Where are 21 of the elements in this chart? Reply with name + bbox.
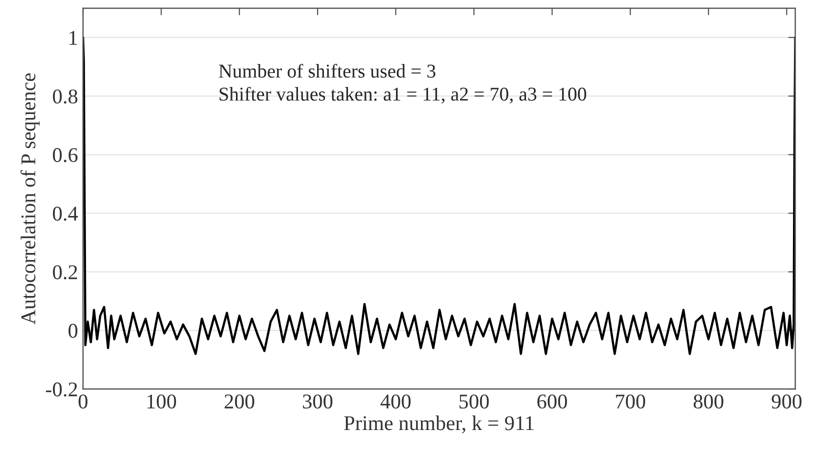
x-tick-label: 500 — [460, 394, 489, 409]
y-tick-label: -0.2 — [46, 382, 78, 397]
x-tick-label: 0 — [78, 394, 88, 409]
y-tick-label: 0.8 — [52, 89, 78, 104]
line-series — [83, 36, 796, 355]
y-tick-label: 0.2 — [52, 265, 78, 280]
x-tick-label: 600 — [537, 394, 567, 409]
x-tick-label: 800 — [694, 394, 724, 409]
annotation: Number of shifters used = 3 Shifter values taken: a1 = 11, a2 = 70, a3 = 100 — [218, 64, 586, 104]
x-tick-label: 200 — [224, 394, 254, 409]
x-tick-label: 700 — [616, 394, 646, 409]
x-tick-label: 400 — [380, 394, 411, 409]
x-tick-label: 100 — [147, 394, 176, 409]
y-tick-label: 1 — [70, 30, 77, 45]
y-tick-label: 0.4 — [52, 206, 78, 221]
x-axis-title: Prime number, k = 911 — [344, 416, 534, 434]
x-tick-label: 900 — [772, 394, 802, 409]
y-axis-title: Autocorrelation of P sequence — [20, 73, 40, 324]
x-tick-label: 300 — [302, 394, 332, 409]
y-tick-label: 0 — [68, 324, 78, 338]
y-tick-label: 0.6 — [52, 148, 78, 162]
